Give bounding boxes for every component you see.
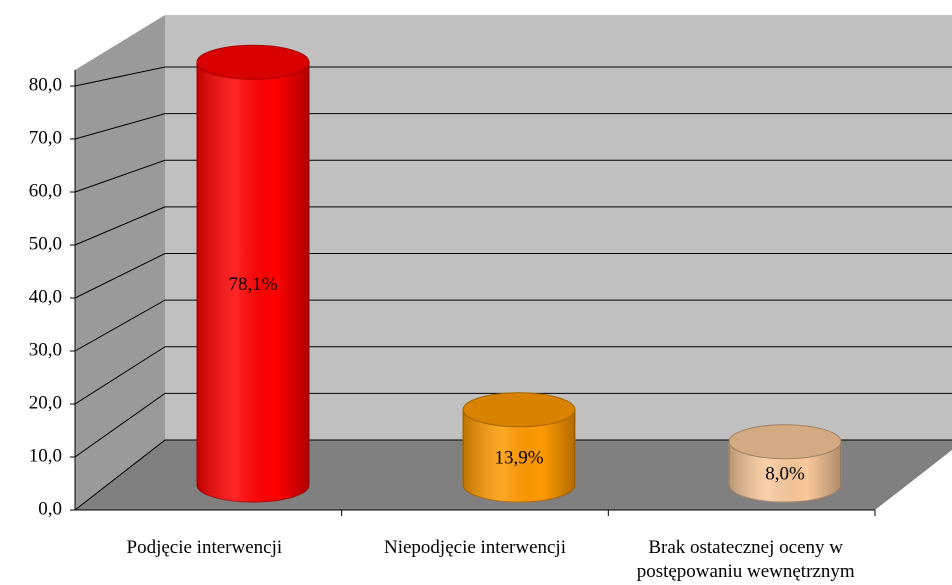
y-tick-label: 30,0	[29, 339, 62, 360]
side-grid-line	[74, 159, 166, 193]
side-grid-line	[74, 439, 166, 511]
side-grid-line	[74, 346, 166, 405]
side-grid-line	[74, 206, 166, 246]
cylinder	[728, 424, 842, 503]
cylinder-top	[728, 424, 842, 460]
bars: 78,1% 13,9% 8,0%	[196, 44, 842, 503]
cylinder-top	[462, 392, 576, 428]
side-grid-line	[74, 113, 166, 140]
y-tick-label: 70,0	[29, 127, 62, 148]
y-tick-label: 10,0	[29, 445, 62, 466]
y-tick-label: 40,0	[29, 286, 62, 307]
y-tick-label: 20,0	[29, 392, 62, 413]
value-label: 8,0%	[765, 464, 805, 485]
value-label: 13,9%	[494, 448, 543, 469]
side-grid-line	[74, 299, 166, 352]
x-tick-label: Niepodjęcie interwencji	[383, 537, 566, 558]
cylinder	[462, 392, 576, 503]
y-tick-label: 50,0	[29, 233, 62, 254]
cylinder-shade	[197, 62, 309, 502]
y-tick-label: 60,0	[29, 180, 62, 201]
cylinder	[196, 44, 310, 503]
back-wall	[165, 15, 952, 440]
side-grid-line	[74, 253, 166, 299]
x-tick-label: Brak ostatecznej oceny w postępowaniu we…	[636, 537, 855, 582]
y-tick-label: 0,0	[38, 498, 62, 519]
side-grid-line	[74, 392, 166, 458]
value-label: 78,1%	[228, 274, 277, 295]
side-grid-line	[74, 66, 166, 87]
y-tick-label: 80,0	[29, 74, 62, 95]
x-tick-label: Podjęcie interwencji	[126, 537, 283, 558]
cylinder-top	[196, 44, 310, 80]
side-wall	[75, 15, 165, 510]
cylinder-shade	[463, 409, 575, 502]
